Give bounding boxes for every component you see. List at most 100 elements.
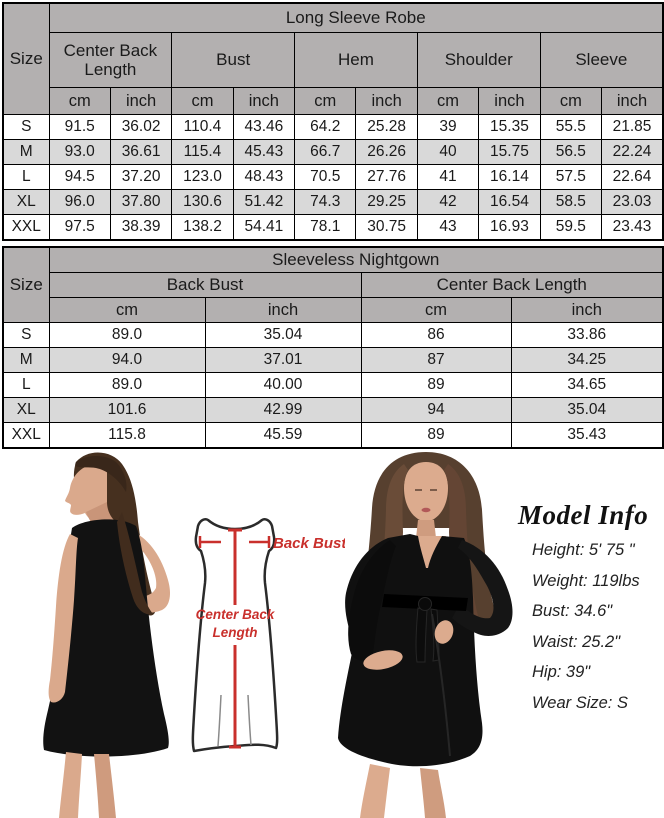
value-cell: 64.2 (294, 114, 357, 140)
unit-header: cm (171, 87, 234, 115)
value-cell: 94.5 (48, 164, 111, 190)
hand-under-belly (363, 650, 403, 670)
value-cell: 57.5 (539, 164, 603, 190)
table-row: S 89.0 35.04 86 33.86 (2, 322, 664, 348)
value-cell: 138.2 (171, 214, 234, 241)
value-cell: 16.54 (478, 189, 541, 215)
value-cell: 93.0 (48, 139, 111, 165)
value-cell: 16.93 (478, 214, 541, 241)
back-bust-measure-line (198, 536, 271, 548)
value-cell: 23.03 (601, 189, 664, 215)
value-cell: 78.1 (294, 214, 357, 241)
value-cell: 97.5 (48, 214, 111, 241)
lips (421, 507, 431, 513)
value-cell: 101.6 (48, 397, 206, 423)
table-row: XXL 115.8 45.59 89 35.43 (2, 422, 664, 449)
value-cell: 26.26 (355, 139, 418, 165)
unit-header: inch (510, 297, 664, 323)
model-waist: Waist: 25.2" (532, 632, 621, 651)
column-header: Bust (171, 32, 296, 88)
unit-header: inch (478, 87, 541, 115)
value-cell: 86 (360, 322, 512, 348)
table-row: S 91.5 36.02 110.4 43.46 64.2 25.28 39 1… (2, 114, 664, 140)
value-cell: 34.65 (510, 372, 664, 398)
value-cell: 89 (360, 422, 512, 449)
column-header: Sleeve (539, 32, 664, 88)
skirt-fold-line (431, 613, 451, 757)
table-row: M 93.0 36.61 115.4 45.43 66.7 26.26 40 1… (2, 139, 664, 165)
value-cell: 42 (416, 189, 480, 215)
drape-line-left (217, 694, 222, 747)
unit-header: inch (232, 87, 296, 115)
hair-crown (75, 456, 127, 492)
left-leg (360, 764, 390, 818)
value-cell: 35.04 (510, 397, 664, 423)
table-row: L 94.5 37.20 123.0 48.43 70.5 27.76 41 1… (2, 164, 664, 190)
value-cell: 15.35 (478, 114, 541, 140)
row-size-label: XXL (2, 422, 50, 449)
nightgown-group-header-row: Back Bust Center Back Length (3, 272, 664, 298)
nightgown-table-title: Sleeveless Nightgown (48, 246, 664, 273)
value-cell: 29.25 (355, 189, 418, 215)
row-size-label: S (2, 322, 50, 348)
value-cell: 35.43 (510, 422, 664, 449)
row-size-label: M (2, 347, 50, 373)
drape-line-right (247, 694, 252, 746)
measurement-diagram: Back Bust Center Back Length (191, 518, 345, 753)
center-back-label-line2: Length (213, 625, 258, 640)
value-cell: 70.5 (294, 164, 357, 190)
unit-header: inch (355, 87, 418, 115)
right-leg (420, 768, 446, 818)
value-cell: 16.14 (478, 164, 541, 190)
value-cell: 36.61 (109, 139, 173, 165)
model-photo-nightgown-back (43, 452, 170, 818)
back-bust-label: Back Bust (273, 535, 345, 552)
value-cell: 45.43 (232, 139, 296, 165)
dress-outline (191, 518, 279, 753)
value-cell: 89 (360, 372, 512, 398)
value-cell: 42.99 (204, 397, 362, 423)
value-cell: 33.86 (510, 322, 664, 348)
model-weight: Weight: 119lbs (532, 571, 640, 590)
column-header: Hem (294, 32, 418, 88)
row-size-label: L (2, 372, 50, 398)
hand-on-hip (434, 620, 454, 644)
right-sleeve (452, 540, 513, 636)
nightgown-unit-header-row: cm inch cm inch (3, 297, 664, 323)
left-sleeve (348, 540, 396, 661)
table-row: L 89.0 40.00 89 34.65 (2, 372, 664, 398)
unit-header: cm (539, 87, 603, 115)
value-cell: 89.0 (48, 372, 206, 398)
value-cell: 94.0 (48, 347, 206, 373)
value-cell: 34.25 (510, 347, 664, 373)
value-cell: 22.24 (601, 139, 664, 165)
value-cell: 115.4 (171, 139, 234, 165)
unit-header: cm (48, 297, 206, 323)
robe-unit-header-row: cm inch cm inch cm inch cm inch cm inch (3, 87, 664, 115)
column-header: Center Back Length (48, 32, 173, 88)
value-cell: 40.00 (204, 372, 362, 398)
size-column-header: Size (2, 2, 50, 115)
value-cell: 36.02 (109, 114, 173, 140)
value-cell: 38.39 (109, 214, 173, 241)
value-cell: 51.42 (232, 189, 296, 215)
robe-title-row: Size Long Sleeve Robe (2, 2, 664, 115)
model-hip: Hip: 39" (532, 663, 591, 681)
nightgown-size-table: Size Sleeveless Nightgown Back Bust Cent… (2, 246, 664, 449)
row-size-label: M (2, 139, 50, 165)
right-leg (94, 754, 116, 818)
table-row: XL 96.0 37.80 130.6 51.42 74.3 29.25 42 … (2, 189, 664, 215)
value-cell: 74.3 (294, 189, 357, 215)
robe-size-table: Size Long Sleeve Robe Center Back Length… (2, 2, 664, 241)
left-leg (59, 752, 82, 818)
value-cell: 37.80 (109, 189, 173, 215)
value-cell: 110.4 (171, 114, 234, 140)
table-row: M 94.0 37.01 87 34.25 (2, 347, 664, 373)
value-cell: 130.6 (171, 189, 234, 215)
value-cell: 39 (416, 114, 480, 140)
neck (416, 520, 436, 538)
value-cell: 27.76 (355, 164, 418, 190)
table-row: XXL 97.5 38.39 138.2 54.41 78.1 30.75 43… (2, 214, 664, 241)
value-cell: 66.7 (294, 139, 357, 165)
